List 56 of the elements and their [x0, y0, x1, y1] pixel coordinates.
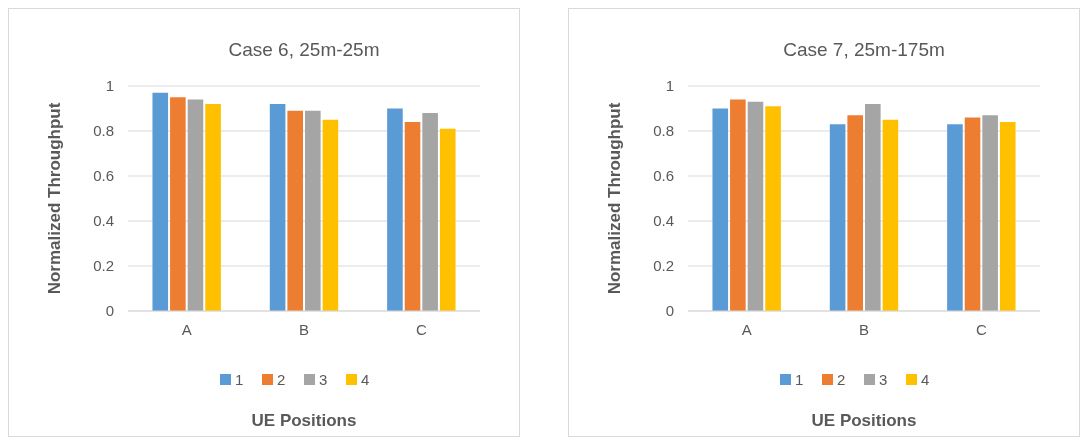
y-tick-label: 0.4: [93, 212, 114, 230]
legend-label: 2: [837, 371, 846, 389]
chart-title: Case 6, 25m-25m: [228, 39, 380, 60]
legend-label: 4: [361, 371, 370, 389]
bar: [712, 108, 729, 311]
bar: [999, 122, 1016, 311]
bar: [847, 115, 863, 311]
bar: [747, 101, 764, 311]
legend-label: 1: [235, 371, 244, 389]
x-axis-title: UE Positions: [251, 411, 357, 430]
bar: [947, 124, 963, 311]
bar: [829, 124, 846, 311]
y-tick-label: 0.6: [93, 167, 114, 185]
y-tick-label: 0.2: [653, 257, 674, 275]
x-axis-title: UE Positions: [811, 411, 917, 430]
legend-label: 3: [879, 371, 888, 389]
x-tick-label: B: [298, 321, 310, 338]
legend-label: 3: [319, 371, 328, 389]
bar: [865, 104, 881, 311]
bar: [322, 119, 339, 311]
bar: [730, 99, 746, 311]
bar: [287, 110, 303, 311]
bar: [422, 113, 438, 311]
bar: [982, 115, 998, 311]
bar: [152, 92, 169, 311]
bar: [205, 104, 221, 311]
x-tick-label: B: [858, 321, 870, 338]
y-tick-label: 0.4: [653, 212, 674, 230]
legend-label: 1: [795, 371, 804, 389]
y-tick-label: 0: [665, 302, 674, 320]
x-tick-label: C: [415, 321, 427, 338]
bar: [765, 106, 781, 311]
bar: [404, 122, 421, 311]
x-tick-label: A: [181, 321, 192, 338]
x-tick-label: A: [741, 321, 752, 338]
x-tick-label: C: [975, 321, 987, 338]
y-tick-label: 0.8: [93, 122, 114, 140]
chart-title: Case 7, 25m-175m: [783, 39, 945, 60]
bar: [964, 117, 981, 311]
y-axis-title: Normalized Throughput: [605, 102, 624, 295]
y-tick-label: 1: [665, 77, 674, 95]
y-tick-label: 0.8: [653, 122, 674, 140]
y-axis-title: Normalized Throughput: [45, 102, 64, 295]
bar: [439, 128, 456, 311]
y-tick-label: 1: [105, 77, 114, 95]
bar: [170, 97, 186, 311]
y-tick-label: 0: [105, 302, 114, 320]
bar: [305, 110, 321, 311]
y-tick-label: 0.6: [653, 167, 674, 185]
legend-label: 2: [277, 371, 286, 389]
bar: [387, 108, 403, 311]
bar: [269, 104, 286, 311]
y-tick-label: 0.2: [93, 257, 114, 275]
bar: [882, 119, 899, 311]
bar: [187, 99, 204, 311]
legend-label: 4: [921, 371, 930, 389]
